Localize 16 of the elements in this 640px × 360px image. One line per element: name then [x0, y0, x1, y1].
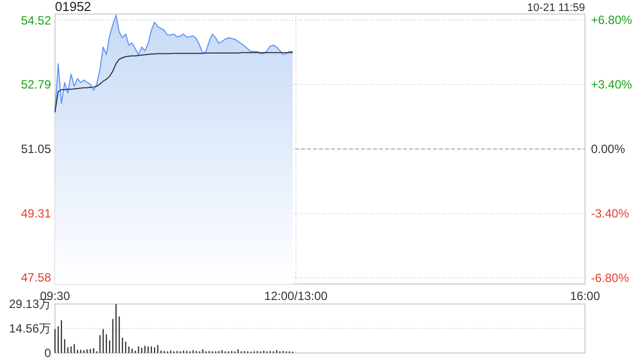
y-tick-label: 0 [44, 346, 52, 360]
x-tick-label: 12:00/13:00 [264, 289, 328, 303]
x-tick-label: 16:00 [570, 289, 600, 303]
y2-tick-label: -6.80% [591, 270, 630, 285]
y-tick-label: 52.79 [20, 77, 52, 92]
y2-tick-label: +3.40% [591, 78, 632, 92]
annotation: 10-21 11:59 [527, 2, 585, 14]
chart-title: 01952 [55, 0, 92, 14]
y-tick-label: 51.05 [20, 142, 52, 156]
y-tick-label: 49.31 [20, 206, 52, 221]
y-tick-label: 47.58 [20, 270, 52, 285]
y2-tick-label: +6.80% [591, 13, 632, 28]
y-tick-label: 54.52 [20, 13, 52, 28]
y2-tick-label: 0.00% [591, 142, 626, 156]
y2-tick-label: -3.40% [591, 206, 630, 220]
y-tick-label: 14.56万 [8, 322, 51, 336]
